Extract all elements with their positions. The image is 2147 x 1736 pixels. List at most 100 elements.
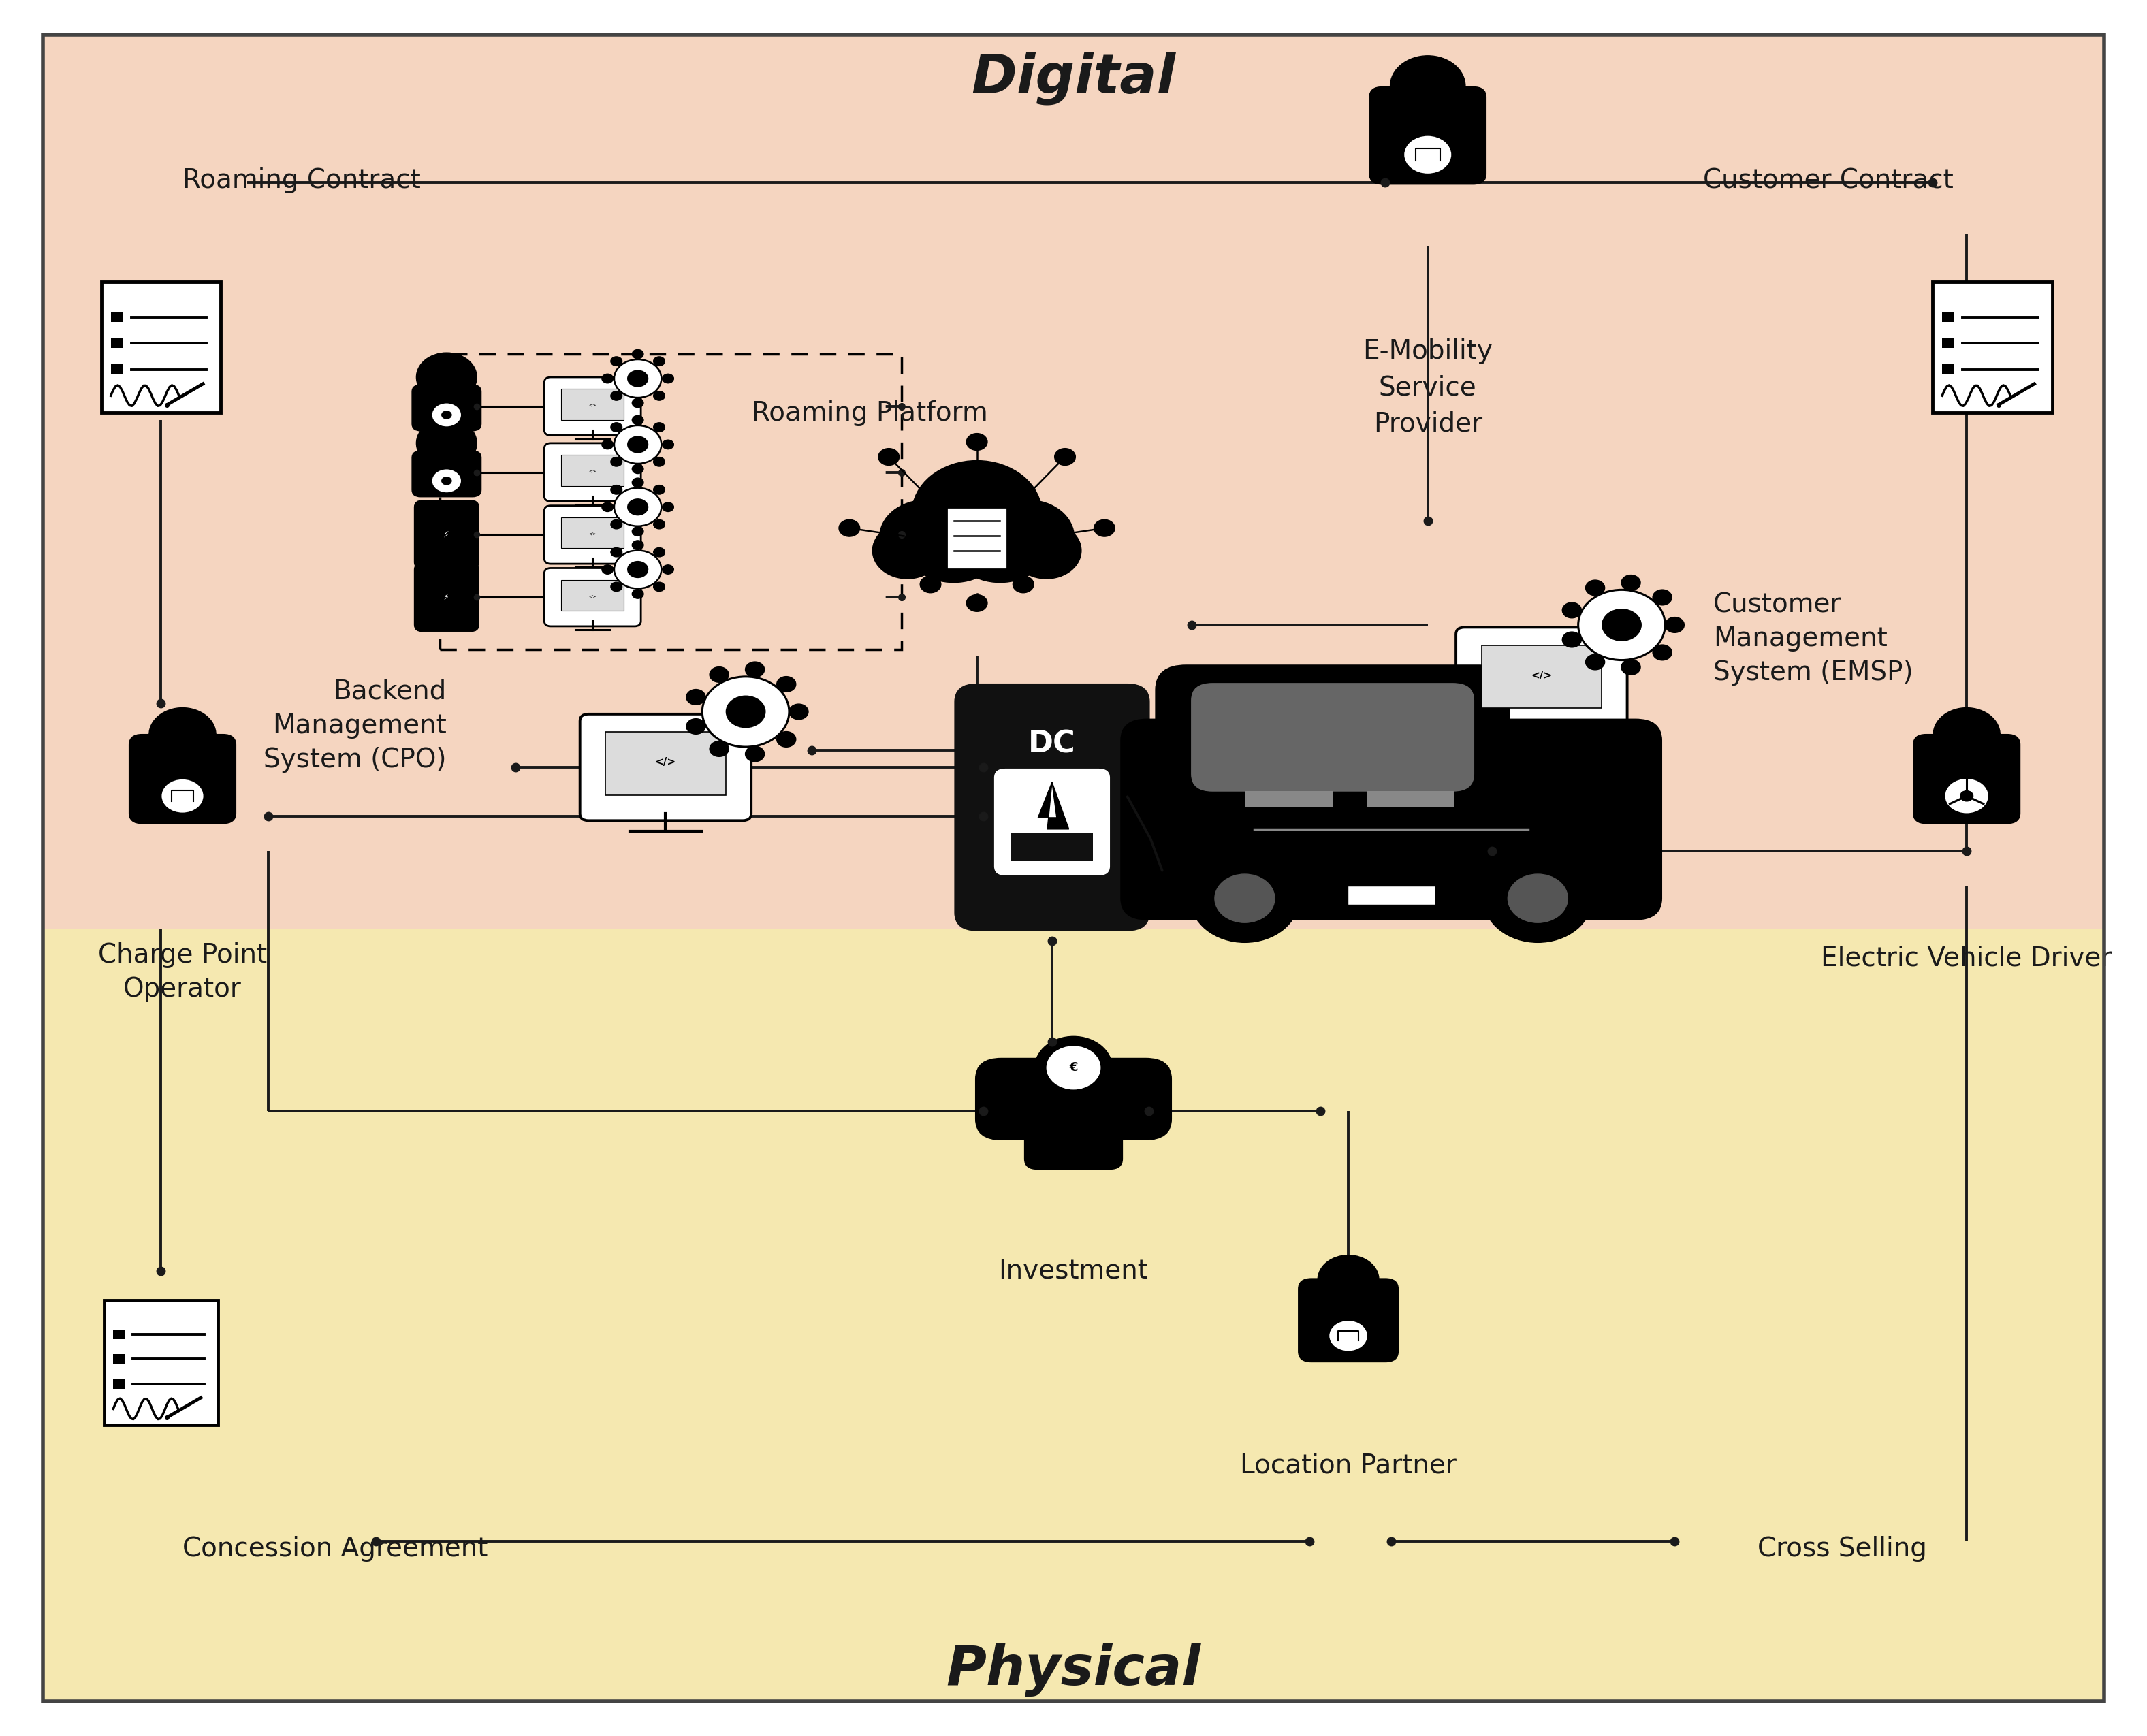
Circle shape [1189, 854, 1299, 943]
Circle shape [1563, 602, 1582, 618]
Circle shape [1507, 875, 1567, 922]
Circle shape [1046, 1045, 1101, 1090]
Bar [440, 354, 902, 649]
Ellipse shape [1587, 792, 1617, 809]
Circle shape [417, 352, 477, 401]
FancyBboxPatch shape [412, 385, 481, 431]
Circle shape [1095, 519, 1114, 536]
Circle shape [631, 477, 644, 488]
Bar [1481, 646, 1602, 708]
FancyBboxPatch shape [1192, 682, 1475, 792]
FancyBboxPatch shape [129, 734, 236, 823]
Circle shape [1215, 875, 1275, 922]
Circle shape [912, 460, 1041, 566]
Bar [1245, 792, 1333, 807]
Circle shape [610, 519, 623, 529]
Circle shape [614, 550, 661, 589]
Circle shape [1602, 609, 1640, 641]
FancyBboxPatch shape [947, 507, 1007, 569]
FancyBboxPatch shape [1456, 627, 1627, 734]
Circle shape [653, 356, 666, 366]
Text: Backend
Management
System (CPO): Backend Management System (CPO) [264, 679, 447, 773]
Circle shape [161, 778, 204, 814]
Circle shape [1578, 590, 1666, 660]
Circle shape [745, 661, 764, 677]
Text: </>: </> [588, 531, 597, 535]
Circle shape [1011, 523, 1082, 578]
Circle shape [610, 391, 623, 401]
Circle shape [627, 436, 648, 453]
Circle shape [653, 457, 666, 467]
Circle shape [601, 439, 614, 450]
Bar [114, 1354, 125, 1364]
Circle shape [1621, 575, 1640, 590]
Bar [112, 312, 122, 321]
Circle shape [872, 523, 943, 578]
Bar [1943, 312, 1954, 321]
Circle shape [653, 391, 666, 401]
Circle shape [880, 500, 973, 575]
Bar [114, 1330, 125, 1338]
Circle shape [966, 434, 988, 450]
Text: </>: </> [588, 469, 597, 472]
Polygon shape [1037, 783, 1069, 830]
Circle shape [1587, 654, 1604, 670]
Circle shape [1932, 708, 2001, 762]
Text: E-Mobility
Service
Provider: E-Mobility Service Provider [1363, 339, 1492, 436]
Circle shape [627, 561, 648, 578]
Circle shape [442, 411, 451, 418]
Circle shape [839, 519, 859, 536]
Circle shape [661, 439, 674, 450]
Circle shape [601, 373, 614, 384]
Circle shape [777, 677, 797, 693]
Text: </>: </> [588, 403, 597, 406]
Circle shape [711, 741, 728, 757]
Circle shape [702, 677, 790, 746]
FancyBboxPatch shape [103, 1300, 219, 1425]
Circle shape [631, 526, 644, 536]
Text: </>: </> [1531, 670, 1552, 681]
FancyBboxPatch shape [412, 451, 481, 496]
Circle shape [687, 719, 706, 734]
FancyBboxPatch shape [545, 377, 640, 436]
Text: </>: </> [655, 757, 676, 767]
Text: Roaming Contract: Roaming Contract [182, 168, 421, 193]
Circle shape [614, 425, 661, 464]
Circle shape [148, 708, 217, 762]
Circle shape [878, 448, 900, 465]
FancyBboxPatch shape [414, 500, 479, 569]
FancyBboxPatch shape [101, 281, 221, 413]
Circle shape [432, 469, 462, 493]
Circle shape [610, 356, 623, 366]
Bar [560, 517, 625, 549]
FancyBboxPatch shape [580, 713, 751, 821]
FancyBboxPatch shape [545, 443, 640, 502]
FancyBboxPatch shape [414, 562, 479, 632]
Circle shape [921, 576, 940, 592]
Circle shape [631, 415, 644, 425]
Circle shape [1960, 792, 1973, 802]
Circle shape [627, 370, 648, 387]
Text: €: € [1069, 1062, 1078, 1075]
Circle shape [1318, 1255, 1378, 1305]
Circle shape [631, 464, 644, 474]
Circle shape [1666, 618, 1683, 632]
FancyBboxPatch shape [1121, 719, 1662, 920]
Bar [1943, 365, 1954, 375]
Circle shape [790, 705, 807, 719]
Bar [112, 365, 122, 375]
Circle shape [661, 373, 674, 384]
Circle shape [614, 359, 661, 398]
FancyBboxPatch shape [1299, 1278, 1398, 1361]
Circle shape [1587, 580, 1604, 595]
Circle shape [949, 500, 1052, 583]
Circle shape [442, 477, 451, 484]
Circle shape [653, 484, 666, 495]
Bar [885, 540, 1069, 562]
Circle shape [902, 500, 1005, 583]
FancyBboxPatch shape [1024, 1109, 1123, 1170]
Circle shape [631, 349, 644, 359]
Circle shape [981, 500, 1074, 575]
FancyBboxPatch shape [1913, 734, 2020, 823]
FancyBboxPatch shape [1155, 665, 1509, 809]
